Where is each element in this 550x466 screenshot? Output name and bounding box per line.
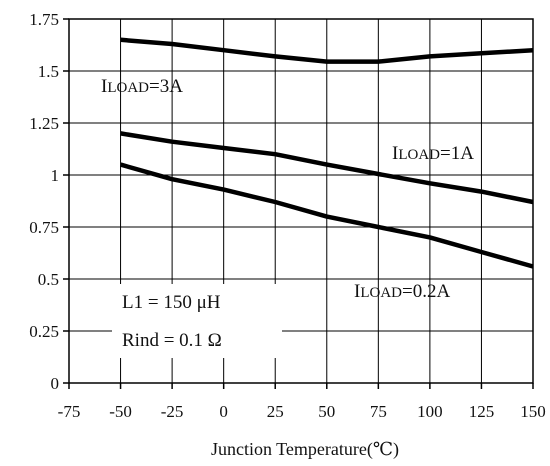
y-tick-label: 0.5 <box>38 270 59 289</box>
plot-frame <box>68 18 534 384</box>
x-tick-label: 25 <box>267 402 284 421</box>
series-line-3a <box>120 37 534 64</box>
param-inductance: L1 = 150 μH <box>122 292 221 313</box>
x-tick-label: 0 <box>219 402 228 421</box>
y-tick-label: 1.75 <box>29 10 59 29</box>
x-tick-label: 50 <box>318 402 335 421</box>
series-label-0-2a: ILOAD=0.2A <box>354 281 450 302</box>
series-label-3a-prefix: I <box>101 76 107 97</box>
series-label-3a-suffix: =3A <box>149 76 183 97</box>
x-tick-label: 150 <box>520 402 546 421</box>
series-label-1a-sub: LOAD <box>398 147 440 163</box>
series-line-1a <box>120 131 534 205</box>
y-axis: 0 0.25 0.5 0.75 1 1.25 1.5 1.75 <box>29 10 69 393</box>
x-tick-label: 125 <box>469 402 495 421</box>
y-tick-label: 0 <box>51 374 60 393</box>
y-tick-label: 0.25 <box>29 322 59 341</box>
y-tick-label: 0.75 <box>29 218 59 237</box>
svg-text:ILOAD=1A: ILOAD=1A <box>392 143 474 164</box>
series-label-0-2a-prefix: I <box>354 281 360 302</box>
x-axis-title: Junction Temperature(℃) <box>211 439 399 460</box>
x-tick-label: -25 <box>161 402 184 421</box>
series-label-0-2a-suffix: =0.2A <box>402 281 450 302</box>
series-line-0-2a <box>119 162 534 269</box>
params-box-background <box>112 284 282 358</box>
y-tick-label: 1.5 <box>38 62 59 81</box>
series-label-0-2a-sub: LOAD <box>360 285 402 301</box>
svg-text:ILOAD=0.2A: ILOAD=0.2A <box>354 281 450 302</box>
y-tick-label: 1 <box>51 166 60 185</box>
param-rind: Rind = 0.1 Ω <box>122 330 222 351</box>
series-label-3a: ILOAD=3A <box>101 76 183 97</box>
series-layer <box>119 37 534 269</box>
x-tick-label: 75 <box>370 402 387 421</box>
series-label-1a: ILOAD=1A <box>392 143 474 164</box>
x-tick-label: -75 <box>58 402 81 421</box>
series-label-3a-sub: LOAD <box>107 80 149 96</box>
y-tick-label: 1.25 <box>29 114 59 133</box>
x-tick-label: -50 <box>109 402 132 421</box>
series-label-1a-prefix: I <box>392 143 398 164</box>
x-axis: -75 -50 -25 0 25 50 75 100 125 150 <box>58 383 546 421</box>
series-label-1a-suffix: =1A <box>440 143 474 164</box>
x-tick-label: 100 <box>417 402 443 421</box>
svg-text:ILOAD=3A: ILOAD=3A <box>101 76 183 97</box>
